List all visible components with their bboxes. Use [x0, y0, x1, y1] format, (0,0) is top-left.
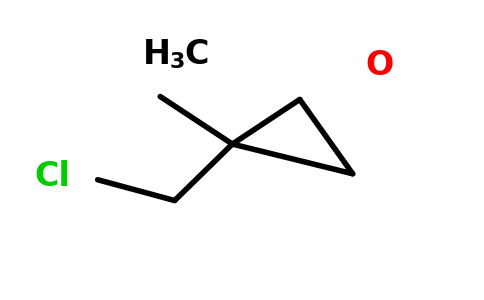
Text: Cl: Cl	[34, 160, 70, 193]
Text: C: C	[184, 38, 209, 71]
Text: H: H	[143, 38, 171, 71]
Text: O: O	[365, 49, 393, 82]
Text: 3: 3	[170, 52, 185, 72]
